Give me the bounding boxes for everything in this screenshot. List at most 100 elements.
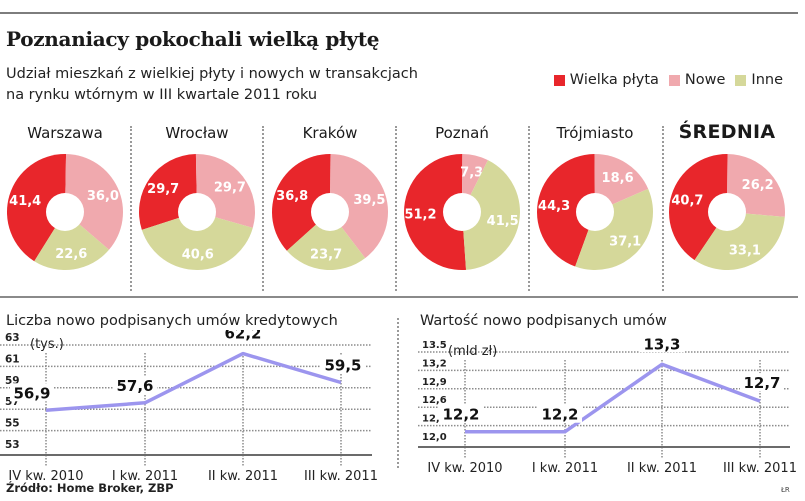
donut-value-label: 33,1 — [729, 243, 761, 258]
data-label-bg — [113, 375, 157, 394]
series-line — [465, 362, 761, 434]
donut-trojmiasto: 44,3 18,6 37,1 — [536, 153, 654, 271]
data-label-bg — [321, 355, 365, 374]
source-note: Źródło: Home Broker, ZBP — [6, 481, 174, 495]
donut-warszawa: 41,4 36,0 22,6 — [6, 154, 124, 271]
donut-value-label: 22,6 — [55, 247, 87, 262]
unit-label: (tys.) — [30, 337, 64, 352]
donut-value-label: 29,7 — [214, 181, 246, 196]
panel-title-trojmiasto: Trójmiasto — [556, 124, 634, 142]
donut-value-label: 44,3 — [538, 199, 570, 214]
data-label: 57,6 — [116, 377, 153, 395]
donut-value-label: 51,2 — [404, 207, 436, 222]
data-label: 59,5 — [324, 356, 361, 374]
x-tick-label: IV kw. 2010 — [8, 469, 83, 480]
panel-title-srednia: ŚREDNIA — [678, 121, 776, 143]
legend: Wielka płyta Nowe Inne — [553, 72, 783, 88]
data-label: 13,3 — [643, 335, 680, 353]
x-tick-label: I kw. 2011 — [112, 469, 178, 480]
donut-slice-inne — [141, 212, 253, 270]
page-title: Poznaniacy pokochali wielką płytę — [6, 27, 380, 51]
donut-value-label: 18,6 — [602, 171, 634, 186]
donut-wroclaw: 29,7 29,7 40,6 — [139, 153, 256, 270]
donut-hole — [46, 193, 84, 231]
donut-value-label: 36,8 — [276, 189, 308, 204]
y-tick-label: 12,0 — [422, 432, 447, 443]
y-tick-label: 13,2 — [422, 358, 447, 369]
donut-hole — [443, 193, 481, 231]
series-line — [45, 351, 342, 413]
panel-divider — [662, 126, 664, 291]
donut-hole — [576, 193, 614, 231]
panel-title-warszawa: Warszawa — [27, 124, 103, 142]
x-tick-label: I kw. 2011 — [532, 461, 598, 476]
donut-slice-wielka-plyta — [536, 154, 595, 267]
donut-value-label: 40,6 — [182, 248, 214, 263]
legend-item-wielka-plyta: Wielka płyta — [553, 72, 659, 88]
y-tick-label: 55 — [5, 418, 20, 430]
donut-value-label: 39,5 — [353, 193, 385, 208]
donut-slice-inne — [286, 212, 366, 271]
panel-divider — [130, 126, 132, 291]
legend-item-inne: Inne — [735, 72, 783, 88]
top-rule — [0, 12, 798, 14]
panel-title-poznan: Poznań — [435, 124, 489, 142]
x-tick-label: II kw. 2011 — [627, 461, 697, 476]
x-tick-label: III kw. 2011 — [304, 469, 378, 480]
donut-charts: 41,4 36,0 22,6 29,7 29,7 40,6 36,8 39,5 23,7 51,2… — [6, 153, 785, 271]
section-rule — [0, 296, 798, 298]
data-label: 12,2 — [541, 406, 578, 424]
donut-value-label: 7,3 — [460, 166, 483, 181]
donut-value-label: 23,7 — [310, 247, 342, 262]
line-chart-1-title: Liczba nowo podpisanych umów kredytowych — [6, 313, 338, 329]
data-label-bg — [538, 404, 582, 423]
donut-value-label: 29,7 — [147, 182, 179, 197]
author-initials: ŁR — [781, 486, 790, 494]
panel-divider — [395, 126, 397, 291]
donut-value-label: 26,2 — [742, 178, 774, 193]
data-label-bg — [10, 383, 54, 402]
donut-krakow: 36,8 39,5 23,7 — [272, 153, 389, 271]
legend-label: Nowe — [684, 72, 726, 88]
donut-slice-nowe — [330, 154, 389, 259]
legend-swatch-wielka-plyta — [553, 74, 565, 86]
donut-value-label: 37,1 — [609, 234, 641, 249]
legend-swatch-inne — [735, 74, 747, 86]
unit-label: (mld zł) — [448, 344, 497, 359]
subtitle-line-1: Udział mieszkań z wielkiej płyty i nowyc… — [6, 66, 418, 82]
data-label: 62,2 — [224, 330, 261, 343]
data-label-bg — [640, 334, 684, 353]
y-tick-label: 13.5 — [422, 340, 447, 351]
donut-slice-inne — [34, 212, 110, 271]
donut-hole — [178, 193, 216, 231]
chart-divider — [397, 318, 399, 468]
legend-swatch-nowe — [668, 74, 680, 86]
y-tick-label: 12,9 — [422, 377, 447, 388]
line-chart-umowy-wartosc: 12,0 12,3 12,6 12,9 13,2 13.5 (mld zł) IV kw. 2… — [418, 334, 797, 476]
donut-slice-inne — [575, 188, 654, 271]
donut-slice-wielka-plyta — [6, 154, 67, 262]
data-label: 12,2 — [442, 406, 479, 424]
donut-slice-nowe — [594, 153, 649, 212]
y-tick-label: 63 — [5, 332, 20, 344]
x-tick-label: II kw. 2011 — [208, 469, 278, 480]
data-label: 56,9 — [13, 384, 50, 402]
donut-value-label: 41,5 — [487, 214, 519, 229]
legend-label: Wielka płyta — [569, 72, 659, 88]
panel-title-wroclaw: Wrocław — [165, 124, 229, 142]
donut-poznan: 51,2 7,3 41,5 — [404, 153, 521, 270]
y-tick-label: 53 — [5, 439, 20, 451]
donut-slice-nowe — [65, 154, 124, 250]
data-label-bg — [221, 330, 265, 342]
panel-title-krakow: Kraków — [302, 124, 358, 142]
panel-divider — [262, 126, 264, 291]
y-tick-label: 12,3 — [422, 414, 447, 425]
subtitle-line-2: na rynku wtórnym w III kwartale 2011 rok… — [6, 87, 318, 103]
donut-srednia: 40,7 26,2 33,1 — [669, 153, 785, 270]
line-chart-2-title: Wartość nowo podpisanych umów — [420, 313, 667, 329]
legend-label: Inne — [751, 72, 783, 88]
data-label-bg — [439, 404, 483, 423]
x-tick-label: IV kw. 2010 — [427, 461, 502, 476]
data-label: 12,7 — [743, 374, 780, 392]
